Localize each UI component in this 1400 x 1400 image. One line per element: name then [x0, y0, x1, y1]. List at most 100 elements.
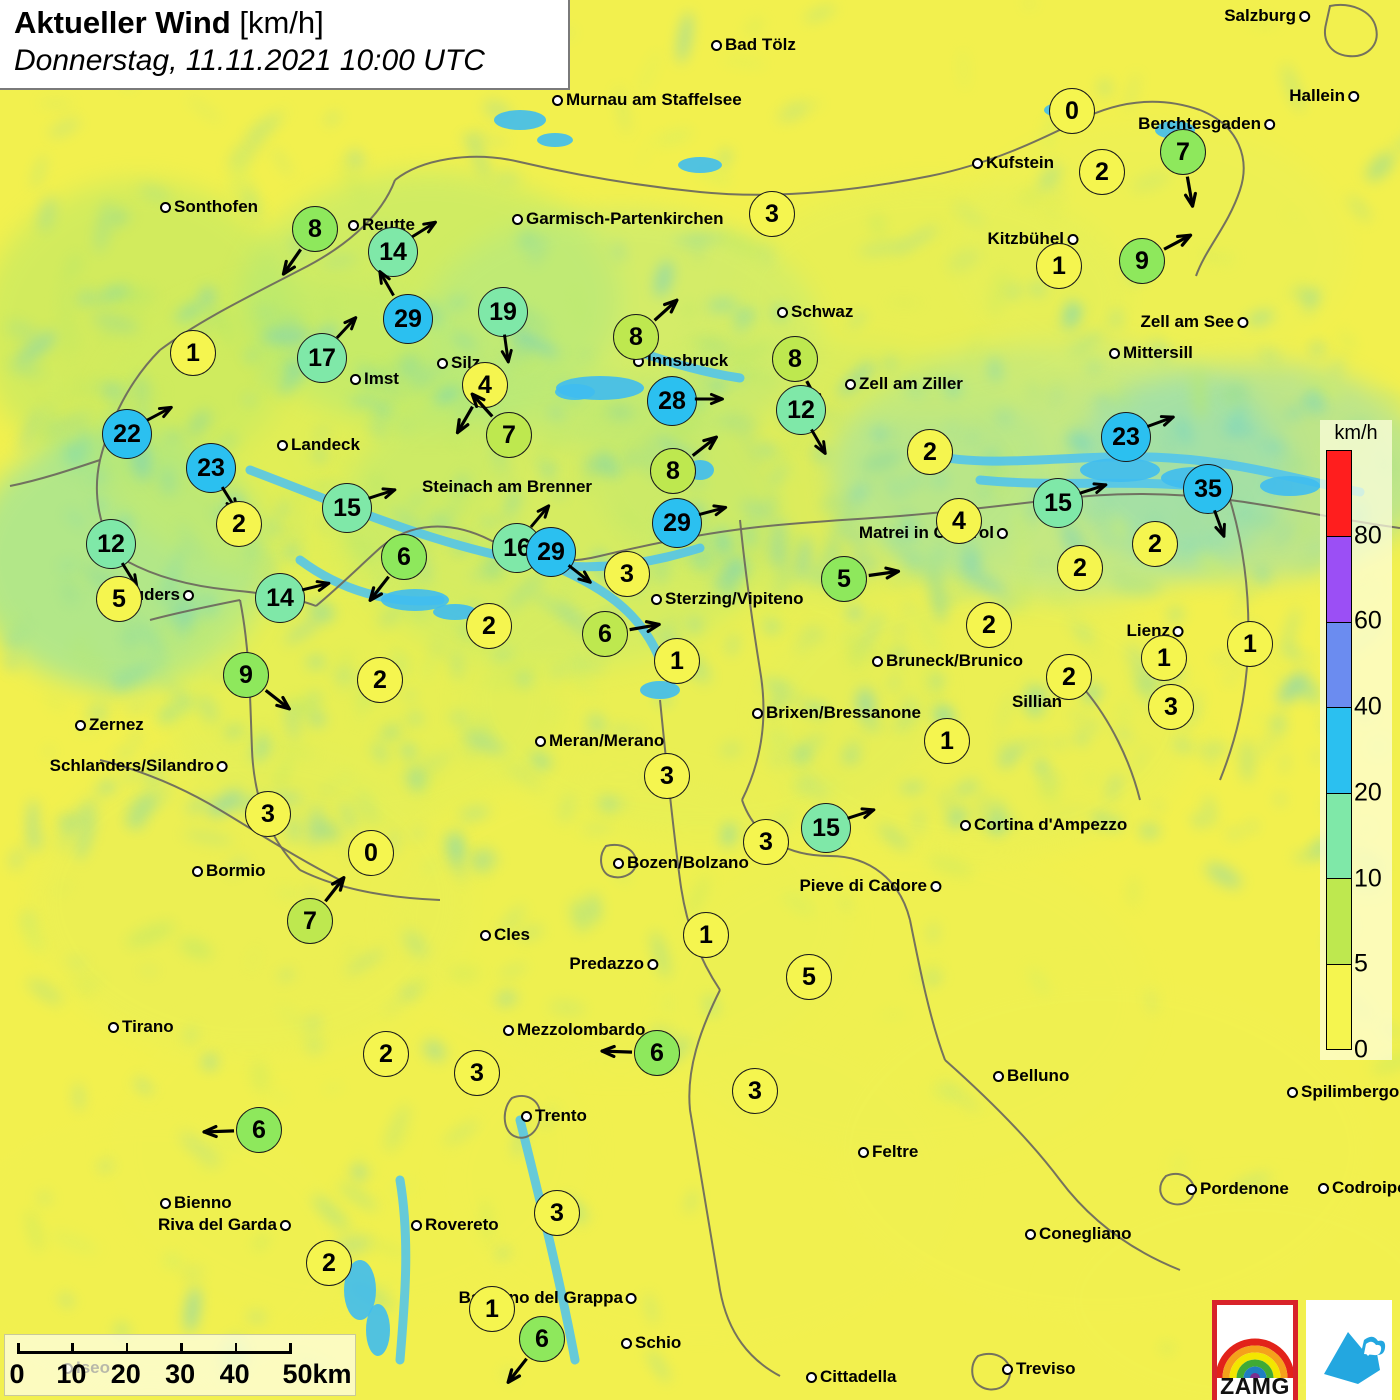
- legend-color-bar: [1326, 450, 1352, 1050]
- wind-station-marker[interactable]: 3: [245, 791, 291, 837]
- wind-station-marker[interactable]: 6: [368, 534, 427, 602]
- wind-station-marker[interactable]: 3: [732, 1068, 778, 1114]
- wind-station-marker[interactable]: 1: [924, 718, 970, 764]
- wind-station-marker[interactable]: 12: [776, 385, 827, 455]
- mountain-cloud-icon: [1324, 1332, 1386, 1384]
- wind-station-marker[interactable]: 15: [801, 803, 876, 853]
- wind-speed-bubble: 6: [381, 534, 427, 580]
- wind-station-marker[interactable]: 23: [1101, 412, 1175, 462]
- wind-station-marker[interactable]: 5: [786, 954, 832, 1000]
- wind-station-marker[interactable]: 6: [582, 611, 661, 657]
- wind-station-marker[interactable]: 2: [1057, 545, 1103, 591]
- wind-station-marker[interactable]: 14: [255, 573, 331, 623]
- wind-station-marker[interactable]: 6: [600, 1030, 680, 1076]
- wind-speed-bubble: 1: [469, 1286, 515, 1332]
- wind-station-marker[interactable]: 23: [186, 443, 239, 512]
- legend-tick-label: 0: [1354, 1035, 1368, 1064]
- wind-station-marker[interactable]: 8: [281, 206, 338, 276]
- wind-station-marker[interactable]: 1: [683, 912, 729, 958]
- wind-speed-value: 9: [1135, 246, 1149, 275]
- wind-station-marker[interactable]: 2: [363, 1031, 409, 1077]
- wind-station-marker[interactable]: 2: [466, 603, 512, 649]
- scale-tick-label: 0: [9, 1359, 25, 1389]
- wind-speed-value: 7: [1176, 137, 1190, 166]
- wind-station-marker[interactable]: 2: [1132, 521, 1178, 567]
- wind-station-marker[interactable]: 7: [470, 392, 532, 458]
- wind-station-marker[interactable]: 6: [202, 1107, 282, 1153]
- wind-station-marker[interactable]: 15: [322, 483, 397, 533]
- wind-station-marker[interactable]: 19: [478, 287, 528, 364]
- wind-station-marker[interactable]: 5: [96, 576, 142, 622]
- wind-station-marker[interactable]: 15: [1033, 478, 1108, 528]
- wind-station-marker[interactable]: 0: [348, 830, 394, 876]
- wind-station-marker[interactable]: 6: [506, 1316, 565, 1384]
- wind-speed-bubble: 17: [297, 333, 347, 383]
- wind-speed-value: 3: [1164, 692, 1178, 721]
- wind-station-marker[interactable]: 9: [1119, 233, 1193, 284]
- wind-speed-value: 12: [97, 529, 125, 558]
- wind-station-marker[interactable]: 4: [455, 362, 508, 435]
- wind-station-marker[interactable]: 8: [772, 336, 823, 410]
- wind-speed-bubble: 6: [634, 1030, 680, 1076]
- color-legend: km/h 80 60 40 20 10 5 0: [1320, 420, 1392, 1064]
- wind-station-marker[interactable]: 2: [306, 1240, 352, 1286]
- wind-speed-bubble: 3: [743, 819, 789, 865]
- wind-speed-value: 6: [598, 619, 612, 648]
- wind-station-marker[interactable]: 5: [821, 556, 901, 602]
- wind-station-marker[interactable]: 1: [170, 330, 216, 376]
- wind-station-marker[interactable]: 1: [1227, 621, 1273, 667]
- wind-speed-value: 1: [1243, 629, 1257, 658]
- wind-station-marker[interactable]: 14: [368, 220, 437, 277]
- wind-station-marker[interactable]: 4: [936, 498, 982, 544]
- wind-station-marker[interactable]: 2: [216, 501, 262, 547]
- wind-speed-bubble: 23: [1101, 412, 1151, 462]
- wind-station-marker[interactable]: 29: [652, 498, 728, 548]
- wind-speed-value: 14: [266, 583, 294, 612]
- wind-station-marker[interactable]: 7: [287, 876, 346, 944]
- page-title: Aktueller Wind [km/h]: [14, 4, 558, 42]
- wind-speed-bubble: 15: [1033, 478, 1083, 528]
- wind-station-marker[interactable]: 28: [647, 376, 724, 426]
- wind-station-marker[interactable]: 17: [297, 316, 358, 383]
- wind-speed-value: 35: [1194, 474, 1222, 503]
- wind-station-marker[interactable]: 2: [1046, 654, 1092, 700]
- wind-station-marker[interactable]: 3: [1148, 684, 1194, 730]
- wind-station-marker[interactable]: 7: [1160, 129, 1206, 208]
- wind-station-marker[interactable]: 8: [650, 435, 718, 494]
- wind-speed-value: 1: [485, 1294, 499, 1323]
- wind-station-marker[interactable]: 2: [907, 429, 953, 475]
- wind-station-marker[interactable]: 12: [86, 519, 139, 588]
- wind-station-marker[interactable]: 2: [357, 657, 403, 703]
- wind-speed-bubble: 1: [1036, 243, 1082, 289]
- wind-station-marker[interactable]: 0: [1049, 88, 1095, 134]
- wind-speed-value: 22: [113, 419, 141, 448]
- wind-speed-value: 1: [670, 646, 684, 675]
- wind-station-marker[interactable]: 3: [749, 191, 795, 237]
- wind-station-marker[interactable]: 29: [526, 527, 592, 584]
- wind-station-marker[interactable]: 3: [644, 753, 690, 799]
- wind-station-marker[interactable]: 29: [378, 270, 433, 344]
- wind-station-marker[interactable]: 35: [1183, 464, 1233, 538]
- wind-station-marker[interactable]: 22: [102, 405, 173, 459]
- wind-speed-bubble: 2: [907, 429, 953, 475]
- wind-station-marker[interactable]: 2: [1079, 149, 1125, 195]
- wind-station-marker[interactable]: 3: [743, 819, 789, 865]
- wind-speed-value: 7: [303, 906, 317, 935]
- wind-station-marker[interactable]: 3: [454, 1050, 500, 1096]
- wind-station-marker[interactable]: 1: [654, 638, 700, 684]
- wind-speed-value: 2: [322, 1248, 336, 1277]
- wind-station-marker[interactable]: 1: [469, 1286, 515, 1332]
- wind-speed-value: 29: [663, 508, 691, 537]
- wind-speed-value: 15: [1044, 488, 1072, 517]
- wind-speed-value: 6: [535, 1324, 549, 1353]
- wind-station-marker[interactable]: 8: [613, 298, 679, 360]
- scale-tick: [234, 1343, 238, 1354]
- wind-speed-value: 6: [397, 542, 411, 571]
- wind-speed-value: 2: [1095, 157, 1109, 186]
- wind-station-marker[interactable]: 9: [223, 652, 291, 711]
- wind-station-marker[interactable]: 1: [1141, 635, 1187, 681]
- wind-station-marker[interactable]: 2: [966, 602, 1012, 648]
- wind-station-marker[interactable]: 1: [1036, 243, 1082, 289]
- wind-station-marker[interactable]: 3: [604, 551, 650, 597]
- wind-station-marker[interactable]: 3: [534, 1190, 580, 1236]
